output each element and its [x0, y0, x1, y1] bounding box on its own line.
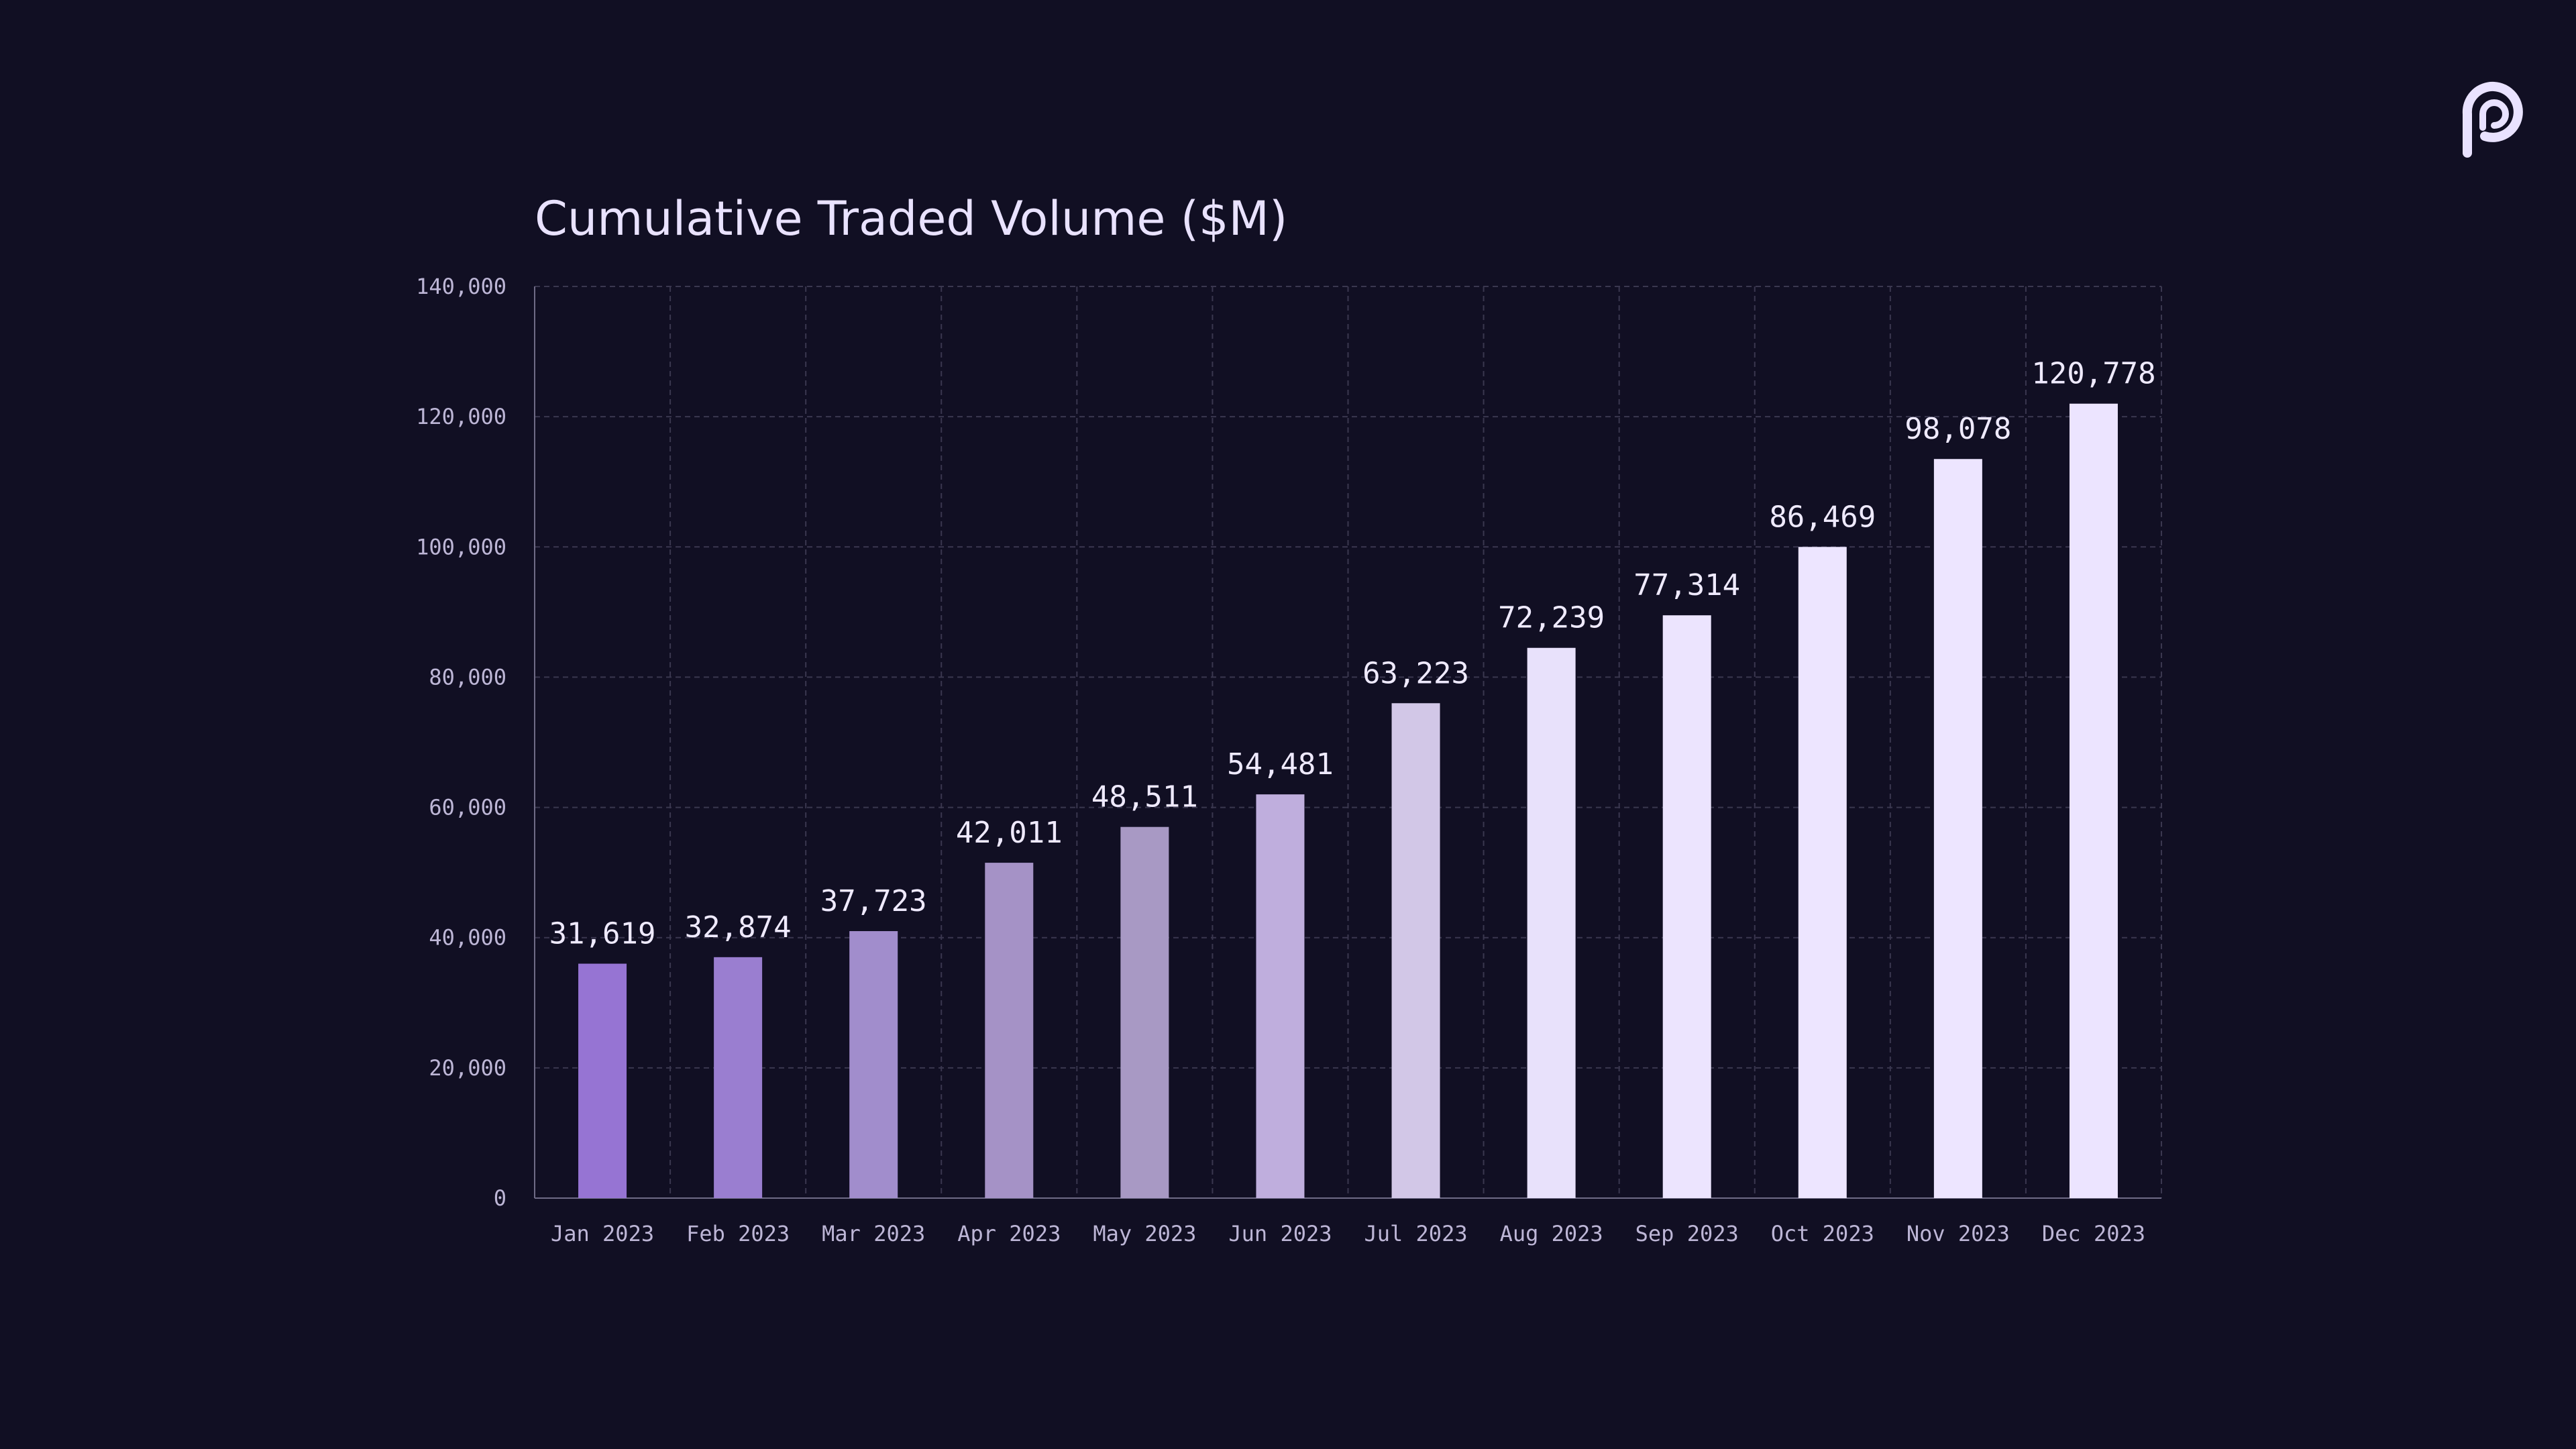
y-tick-label: 120,000 — [416, 404, 506, 429]
bar — [2069, 403, 2118, 1199]
x-tick-label: May 2023 — [1093, 1221, 1196, 1246]
bar-value-label: 42,011 — [956, 816, 1063, 850]
x-tick-label: Nov 2023 — [1907, 1221, 2010, 1246]
x-tick-label: Aug 2023 — [1500, 1221, 1603, 1246]
bar — [1662, 615, 1711, 1198]
bar — [985, 863, 1034, 1198]
bar-value-label: 98,078 — [1904, 412, 2011, 446]
bar-value-label: 37,723 — [820, 884, 927, 918]
y-tick-label: 60,000 — [429, 795, 506, 820]
bar-value-label: 120,778 — [2031, 357, 2155, 391]
bar-value-label: 32,874 — [685, 910, 792, 945]
bar — [1527, 647, 1576, 1198]
y-tick-label: 100,000 — [416, 534, 506, 559]
x-tick-label: Oct 2023 — [1771, 1221, 1874, 1246]
bar — [1391, 703, 1440, 1198]
chart-title: Cumulative Traded Volume ($M) — [535, 191, 1287, 246]
x-tick-label: Jun 2023 — [1228, 1221, 1332, 1246]
x-tick-label: Feb 2023 — [686, 1221, 790, 1246]
y-tick-label: 20,000 — [429, 1055, 506, 1081]
bar-value-label: 72,239 — [1498, 601, 1605, 635]
bar-value-label: 77,314 — [1633, 568, 1740, 602]
bar — [849, 931, 898, 1198]
x-tick-label: Sep 2023 — [1635, 1221, 1739, 1246]
y-tick-label: 40,000 — [429, 925, 506, 951]
bar-value-label: 48,511 — [1091, 780, 1198, 814]
y-tick-label: 140,000 — [416, 274, 506, 299]
bar — [578, 963, 627, 1198]
bar — [1933, 459, 1982, 1198]
bar — [1256, 794, 1305, 1198]
bar-value-label: 86,469 — [1769, 500, 1876, 534]
x-tick-label: Jan 2023 — [551, 1221, 654, 1246]
y-tick-label: 80,000 — [429, 664, 506, 690]
y-tick-label: 0 — [494, 1185, 506, 1211]
x-tick-label: Apr 2023 — [957, 1221, 1061, 1246]
axis-layer — [534, 286, 2161, 1199]
x-tick-label: Mar 2023 — [822, 1221, 925, 1246]
x-tick-label: Dec 2023 — [2042, 1221, 2145, 1246]
bar — [1798, 547, 1847, 1198]
bar — [714, 957, 763, 1198]
bar-value-label: 31,619 — [549, 917, 656, 951]
bar-value-label: 63,223 — [1362, 656, 1469, 690]
x-tick-label: Jul 2023 — [1364, 1221, 1467, 1246]
labels-layer: 0 20,000 40,000 60,000 80,000 100,000 120,000 1… — [416, 274, 2156, 1246]
grid-layer — [535, 286, 2162, 1198]
bar-value-label: 54,481 — [1227, 747, 1334, 782]
pyth-logo-icon — [2462, 81, 2523, 158]
bars-layer — [578, 403, 2118, 1199]
bar — [1120, 826, 1169, 1198]
